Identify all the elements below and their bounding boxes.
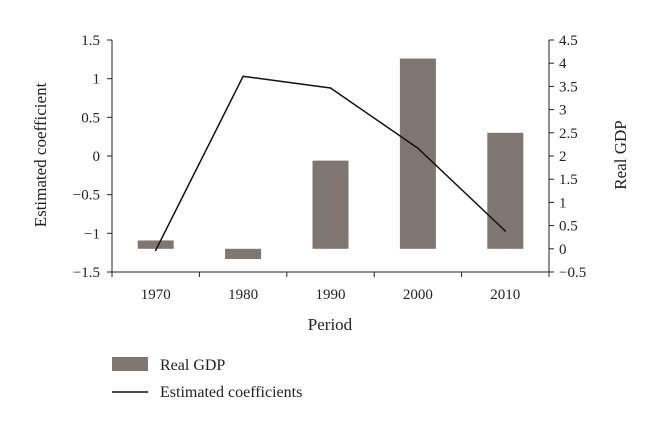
right-tick-label: 4.5 (559, 33, 578, 49)
left-tick-label: 1.5 (81, 33, 100, 49)
left-tick-label: 1 (93, 72, 101, 88)
x-axis-title: Period (308, 315, 353, 334)
line-point-1980 (242, 75, 244, 78)
line-point-2000 (417, 147, 419, 150)
right-tick-label: 0 (559, 242, 567, 258)
x-axis-ticks: 1970 1980 1990 2000 2010 (111, 272, 550, 303)
right-tick-label: 0.5 (559, 219, 578, 235)
bar-2000 (399, 58, 436, 249)
right-tick-label: 1 (559, 195, 567, 211)
bar-2010 (487, 132, 524, 249)
x-tick-label: 1990 (316, 287, 346, 303)
right-tick-label: −0.5 (559, 265, 586, 281)
legend: Real GDP Estimated coefficients (112, 357, 302, 401)
left-tick-label: −1 (84, 226, 100, 242)
right-tick-label: 3.5 (559, 79, 578, 95)
line-point-2010 (504, 230, 507, 232)
right-tick-label: 4 (559, 56, 567, 72)
left-tick-label: 0.5 (81, 110, 100, 126)
x-tick-label: 2000 (403, 287, 433, 303)
right-tick-label: 2 (559, 149, 567, 165)
bar-1990 (312, 160, 349, 249)
left-tick-label: −0.5 (73, 188, 100, 204)
left-axis-ticks: 1.5 1 0.5 0 −0.5 −1 −1.5 (73, 33, 112, 281)
bar-1970 (137, 240, 174, 249)
right-axis-title: Real GDP (611, 120, 630, 189)
right-tick-label: 2.5 (559, 126, 578, 142)
legend-label-real-gdp: Real GDP (160, 357, 225, 374)
line-point-1990 (329, 87, 332, 89)
bar-1980 (225, 248, 262, 260)
x-tick-label: 1980 (228, 287, 258, 303)
left-axis-title: Estimated coefficient (31, 82, 50, 227)
left-tick-label: 0 (93, 149, 101, 165)
right-axis-ticks: 4.5 4 3.5 3 2.5 2 1.5 1 0.5 0 −0.5 (549, 33, 586, 281)
line-series-estimated-coefficients (154, 75, 507, 252)
legend-label-estimated-coefficients: Estimated coefficients (160, 384, 302, 401)
right-tick-label: 3 (559, 103, 567, 119)
x-tick-label: 1970 (141, 287, 171, 303)
legend-swatch-real-gdp (112, 357, 148, 371)
bar-series-real-gdp (137, 58, 524, 260)
right-tick-label: 1.5 (559, 172, 578, 188)
x-tick-label: 2010 (490, 287, 520, 303)
line-point-1970 (154, 249, 157, 252)
left-tick-label: −1.5 (73, 265, 100, 281)
